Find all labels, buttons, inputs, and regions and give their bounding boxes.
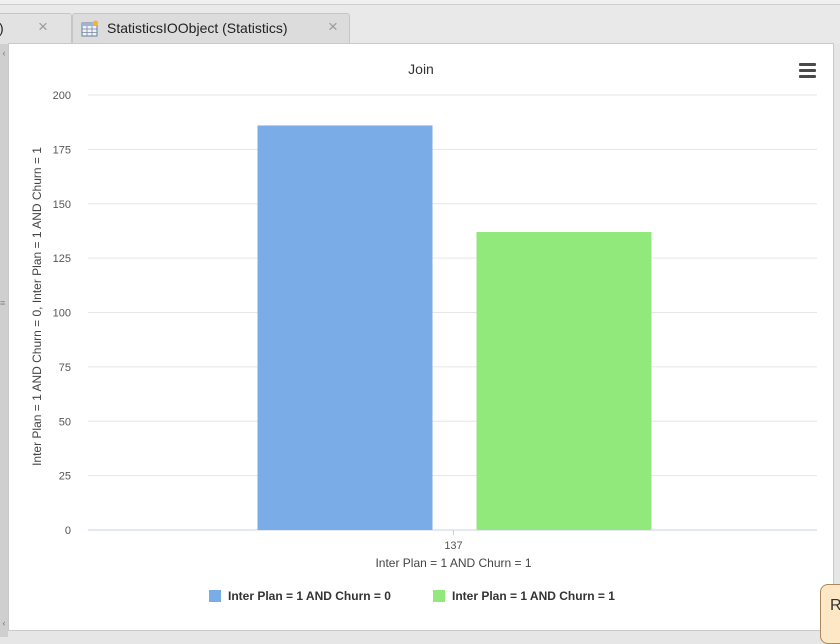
tab-statistics-label: StatisticsIOObject (Statistics) — [107, 20, 288, 36]
bar-series-2 — [476, 232, 652, 530]
legend-swatch-2 — [433, 590, 445, 602]
window-top-strip — [0, 0, 840, 5]
legend-swatch-1 — [209, 590, 221, 602]
bar-series-1 — [257, 125, 433, 530]
legend-label-1: Inter Plan = 1 AND Churn = 0 — [228, 589, 391, 603]
y-tick-label: 200 — [53, 90, 71, 102]
y-tick-label: 50 — [59, 416, 71, 428]
tab-previous-close-icon[interactable]: × — [38, 17, 48, 36]
x-axis-label: Inter Plan = 1 AND Churn = 1 — [375, 556, 531, 570]
y-tick-label: 0 — [65, 525, 71, 537]
y-tick-label: 25 — [59, 471, 71, 483]
y-tick-label: 75 — [59, 362, 71, 374]
tab-previous[interactable]: ) × — [0, 13, 72, 44]
drag-handle-icon[interactable]: ≡ — [0, 298, 6, 308]
left-side-panel: ‹ ≡ ‹ — [0, 44, 8, 637]
chevron-down-icon[interactable]: ‹ — [2, 618, 6, 628]
chart-panel: 0 25 50 75 100 125 150 175 200 Join Inter Plan = 1… — [8, 43, 834, 631]
y-tick-label: 100 — [53, 308, 71, 320]
editor-tab-bar: ) × StatisticsIOObject (Statistics) × — [0, 5, 840, 44]
spreadsheet-icon — [81, 20, 99, 41]
x-tick-label: 137 — [444, 540, 462, 552]
tab-previous-label: ) — [0, 20, 4, 36]
bar-chart: 0 25 50 75 100 125 150 175 200 Join Inter Plan = 1… — [30, 61, 817, 603]
chevron-up-icon[interactable]: ‹ — [2, 48, 6, 58]
chart-title: Join — [408, 61, 434, 77]
floating-action-button[interactable]: R — [820, 584, 840, 644]
y-tick-label: 150 — [53, 199, 71, 211]
y-axis-label: Inter Plan = 1 AND Churn = 0, Inter Plan… — [30, 147, 44, 466]
legend-label-2: Inter Plan = 1 AND Churn = 1 — [452, 589, 615, 603]
tab-statistics[interactable]: StatisticsIOObject (Statistics) × — [72, 13, 350, 44]
chart-menu-button[interactable] — [797, 62, 819, 82]
y-tick-label: 175 — [53, 144, 71, 156]
tab-statistics-close-icon[interactable]: × — [328, 17, 338, 36]
y-tick-label: 125 — [53, 253, 71, 265]
